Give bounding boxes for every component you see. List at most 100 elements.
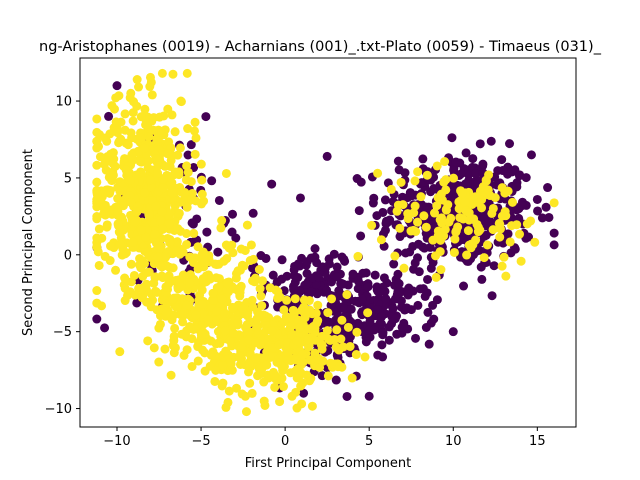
point-1-479 — [164, 219, 174, 229]
point-1-1266 — [440, 157, 450, 167]
point-1-521 — [167, 110, 177, 120]
point-1-104 — [94, 260, 104, 270]
point-1-1092 — [220, 326, 230, 336]
point-1-1331 — [396, 177, 406, 187]
point-1-1072 — [206, 350, 216, 360]
point-1-1362 — [526, 216, 536, 226]
point-1-1213 — [303, 335, 313, 345]
point-1-507 — [158, 174, 168, 184]
point-1-1207 — [297, 350, 307, 360]
point-1-508 — [115, 239, 125, 249]
point-1-528 — [145, 175, 155, 185]
point-0-714 — [214, 195, 224, 205]
point-1-382 — [120, 283, 130, 293]
point-1-325 — [175, 143, 185, 153]
point-0-515 — [384, 322, 394, 332]
point-1-496 — [125, 191, 135, 201]
point-1-480 — [186, 177, 196, 187]
point-1-1358 — [260, 400, 270, 410]
point-1-1249 — [505, 237, 515, 247]
point-1-796 — [152, 287, 162, 297]
point-0-764 — [186, 140, 196, 150]
point-1-1339 — [367, 220, 377, 230]
point-1-1288 — [458, 214, 468, 224]
point-1-1073 — [227, 365, 237, 375]
point-1-589 — [160, 344, 170, 354]
point-1-1078 — [200, 329, 210, 339]
point-1-541 — [151, 201, 161, 211]
point-0-414 — [512, 182, 522, 192]
point-1-1269 — [488, 225, 498, 235]
point-1-168 — [92, 136, 102, 146]
point-1-549 — [155, 112, 165, 122]
point-1-795 — [171, 276, 181, 286]
point-1-978 — [253, 328, 263, 338]
point-1-896 — [212, 306, 222, 316]
point-0-772 — [299, 388, 309, 398]
point-1-1281 — [488, 203, 498, 213]
point-0-258 — [505, 139, 515, 149]
point-1-1136 — [286, 321, 296, 331]
point-1-815 — [208, 288, 218, 298]
point-1-71 — [120, 109, 130, 119]
point-1-1285 — [410, 176, 420, 186]
point-1-519 — [153, 168, 163, 178]
point-0-845 — [342, 391, 352, 401]
point-1-1347 — [393, 200, 403, 210]
point-1-1183 — [272, 357, 282, 367]
point-1-661 — [149, 278, 159, 288]
point-1-494 — [126, 259, 136, 269]
point-0-671 — [329, 249, 339, 259]
point-1-377 — [182, 202, 192, 212]
point-0-223 — [468, 154, 478, 164]
y-tick-label: −10 — [45, 402, 72, 417]
point-0-382 — [487, 291, 497, 301]
point-0-580 — [310, 244, 320, 254]
point-1-1198 — [322, 326, 332, 336]
point-1-357 — [156, 215, 166, 225]
point-1-747 — [198, 274, 208, 284]
point-1-1212 — [317, 344, 327, 354]
point-1-443 — [115, 186, 125, 196]
point-0-854 — [514, 204, 524, 214]
y-axis: −10 −5 0 5 10 — [45, 95, 80, 417]
point-1-1302 — [530, 237, 540, 247]
point-0-687 — [332, 272, 342, 282]
point-1-1338 — [469, 214, 479, 224]
point-1-492 — [128, 237, 138, 247]
point-1-1141 — [327, 294, 337, 304]
point-1-225 — [181, 229, 191, 239]
point-1-754 — [154, 357, 164, 367]
point-0-486 — [370, 270, 380, 280]
point-0-197 — [514, 171, 524, 181]
point-0-394 — [461, 179, 471, 189]
point-0-344 — [468, 250, 478, 260]
point-1-1361 — [484, 170, 494, 180]
point-1-649 — [137, 284, 147, 294]
point-0-850 — [364, 391, 374, 401]
point-0-690 — [314, 273, 324, 283]
point-1-1292 — [353, 251, 363, 261]
point-0-357 — [394, 165, 404, 175]
point-1-1322 — [497, 211, 507, 221]
point-1-938 — [257, 276, 267, 286]
point-1-1192 — [275, 292, 285, 302]
point-1-1308 — [460, 197, 470, 207]
point-1-803 — [211, 316, 221, 326]
point-1-734 — [187, 334, 197, 344]
point-1-808 — [236, 244, 246, 254]
point-1-542 — [135, 156, 145, 166]
chart-title: ng-Aristophanes (0019) - Acharnians (001… — [39, 39, 602, 55]
point-0-298 — [533, 206, 543, 216]
point-1-1225 — [431, 272, 441, 282]
point-1-1217 — [299, 302, 309, 312]
point-1-864 — [278, 382, 288, 392]
point-1-1344 — [473, 198, 483, 208]
point-1-46 — [197, 175, 207, 185]
point-1-640 — [212, 260, 222, 270]
point-1-392 — [190, 149, 200, 159]
point-1-387 — [94, 130, 104, 140]
point-1-1211 — [308, 321, 318, 331]
point-1-1265 — [430, 208, 440, 218]
point-1-453 — [97, 301, 107, 311]
